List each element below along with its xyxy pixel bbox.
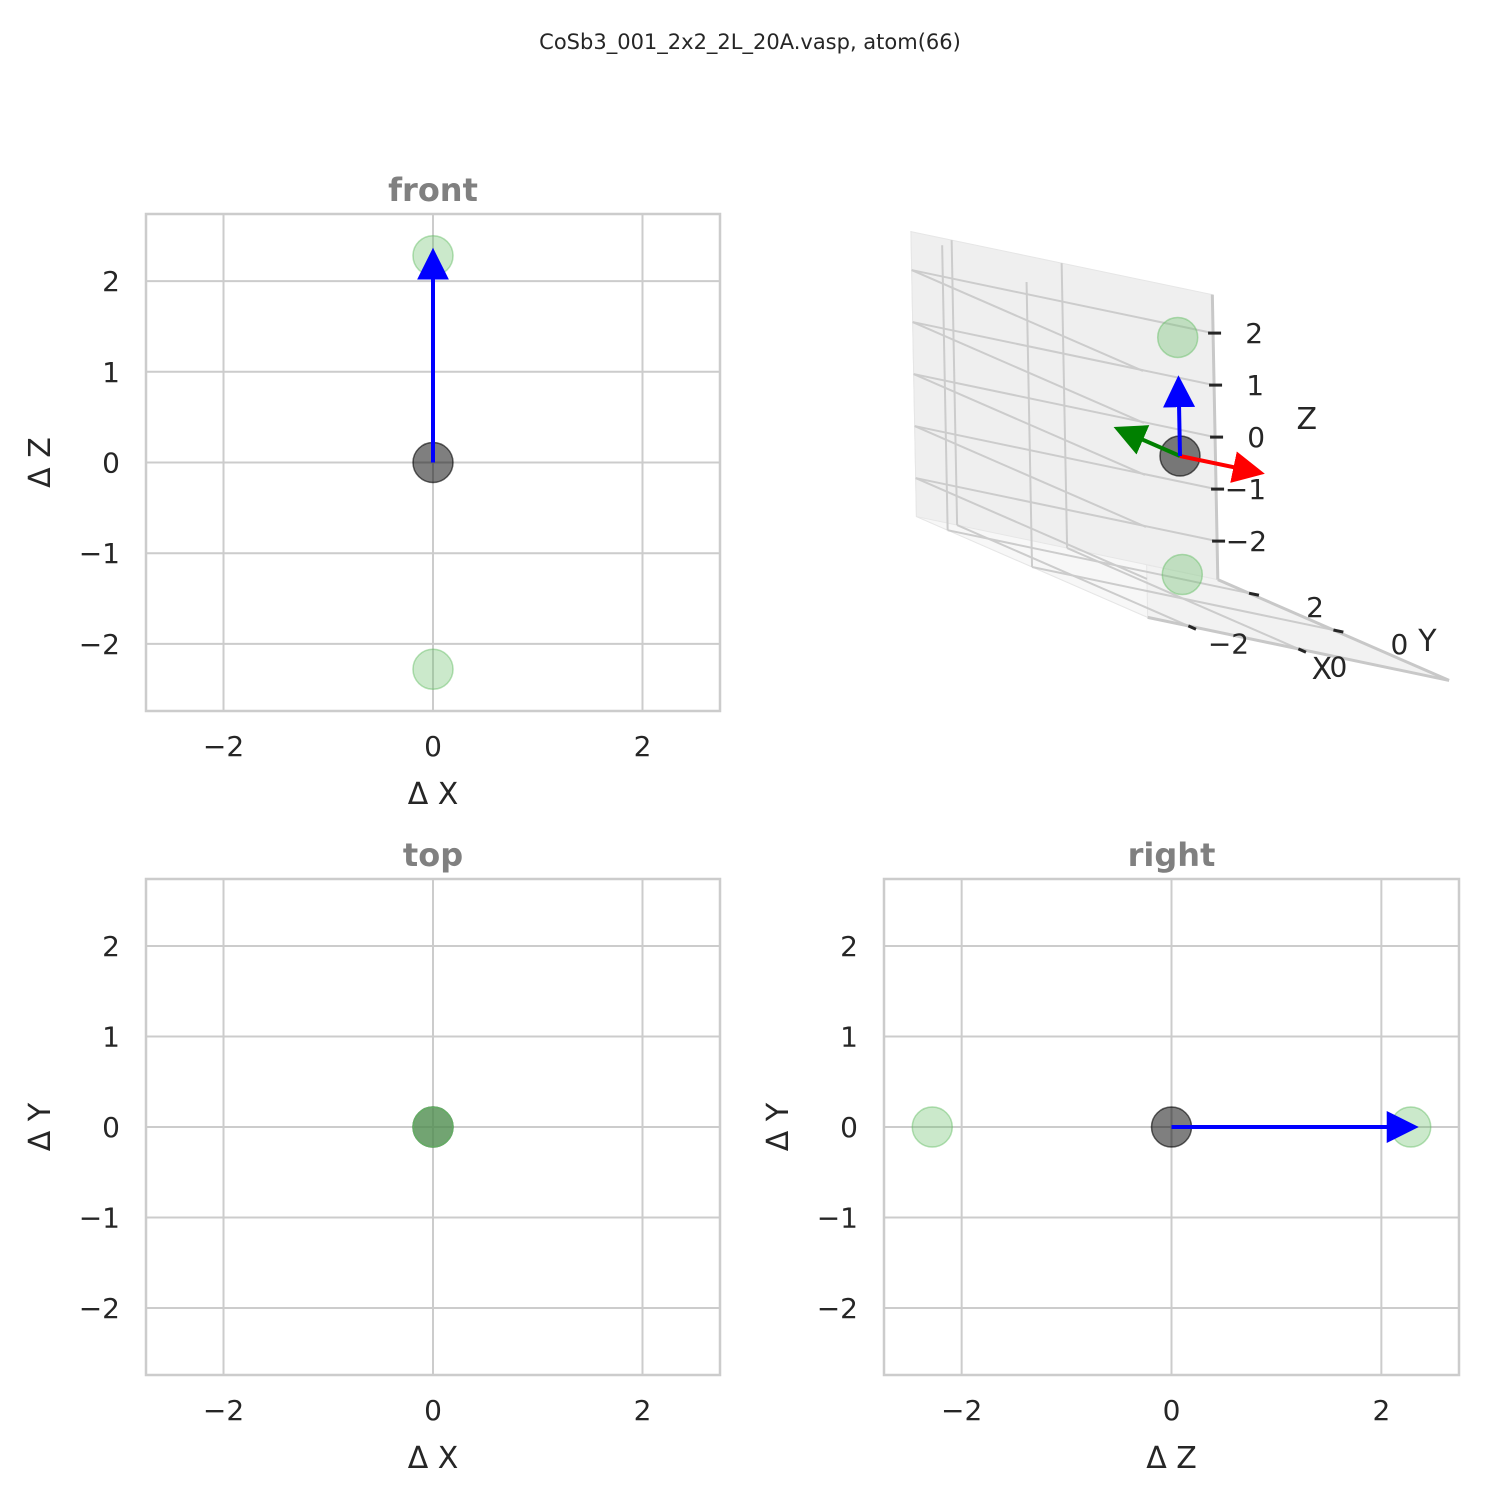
y-tick-label: −1 [79, 537, 120, 570]
x-axis-label: Δ X [408, 1441, 459, 1476]
x-tick-label: 2 [634, 1394, 652, 1427]
z-gridline [915, 477, 1148, 580]
y-tick-label: 2 [102, 265, 120, 298]
y-axis-label: Δ Y [761, 1102, 796, 1151]
neighbor-atom-point [412, 1106, 454, 1148]
z-tick-label: 1 [1246, 369, 1264, 402]
top-view-panel: −2 0 2 −2 −1 0 1 2 top Δ X Δ Y [23, 836, 722, 1476]
z-gridline [911, 269, 1214, 335]
z-gridline [915, 477, 1218, 543]
y-tick-label: 2 [102, 930, 120, 963]
x-tick-label: 0 [424, 730, 442, 763]
x-axis-arrow [1179, 451, 1265, 483]
y-tick-label: 2 [840, 930, 858, 963]
figure-suptitle: CoSb3_001_2x2_2L_20A.vasp, atom(66) [539, 30, 961, 55]
x-tick-label: 0 [1330, 650, 1348, 683]
y-tick-label: −2 [79, 628, 120, 661]
y-tick-label: −2 [79, 1292, 120, 1325]
axes-frame [144, 212, 722, 713]
y-tick-label: −2 [817, 1292, 858, 1325]
y-tick-label: 1 [102, 356, 120, 389]
x-axis-label: Δ Z [1146, 1441, 1197, 1476]
neighbor-atom-point [1161, 553, 1204, 596]
y-tick-label: −1 [79, 1202, 120, 1235]
neighbor-atom-point [1156, 316, 1199, 359]
x-tick-label: 2 [1372, 1394, 1390, 1427]
y-axis-label: Δ Z [23, 437, 58, 488]
y-tick-label: 2 [1306, 591, 1324, 624]
x-axis-line [1147, 615, 1450, 682]
z-gridline [914, 425, 1147, 528]
y-tick-label: 0 [102, 1111, 120, 1144]
y-tick-mark [1333, 628, 1344, 634]
z-gridline [913, 373, 1216, 439]
y-gridline [1031, 565, 1334, 631]
z-gridline [911, 269, 1144, 372]
z-gridline [912, 321, 1215, 387]
y-tick-label: 1 [840, 1020, 858, 1053]
panel-title: top [403, 836, 463, 874]
axes-frame [882, 877, 1461, 1377]
axes-frame [144, 877, 722, 1377]
y-axis-arrow [1113, 425, 1181, 458]
z-tick-label: −2 [1226, 525, 1267, 558]
x-tick-label: −2 [1208, 627, 1249, 660]
z-gridline [913, 373, 1146, 476]
x-tick-mark [1187, 624, 1197, 631]
y-axis-label: Y [1417, 624, 1437, 659]
neighbor-atom-point [911, 1106, 954, 1148]
x-axis-label: X [1312, 652, 1333, 687]
z-tick-label: 0 [1247, 421, 1265, 454]
y-tick-label: 0 [1391, 628, 1409, 661]
y-tick-label: 0 [840, 1111, 858, 1144]
neighbor-atom-point [412, 648, 454, 691]
x-tick-label: 0 [1163, 1394, 1181, 1427]
y-tick-label: 1 [102, 1020, 120, 1053]
z-tick-label: 2 [1245, 317, 1263, 350]
y-tick-label: −1 [817, 1202, 858, 1235]
front-view-panel: −2 0 2 −2 −1 0 1 2 front Δ X Δ Z [23, 171, 722, 812]
z-gridline [912, 321, 1145, 424]
y-gridline [947, 529, 1250, 595]
panel-title: right [1128, 836, 1216, 874]
z-tick-label: −1 [1225, 473, 1266, 506]
y-axis-label: Δ Y [23, 1102, 58, 1151]
z-axis-arrow [1163, 375, 1196, 457]
x-tick-label: −2 [203, 1394, 244, 1427]
z-gridline [914, 425, 1217, 491]
x-axis-label: Δ X [408, 777, 459, 812]
y-tick-mark [1248, 591, 1260, 597]
panel-title: front [388, 171, 478, 209]
right-view-panel: −2 0 2 −2 −1 0 1 2 right Δ Z Δ Y [761, 836, 1461, 1476]
z-axis-label: Z [1296, 402, 1317, 437]
x-tick-label: −2 [941, 1394, 982, 1427]
x-tick-label: 0 [424, 1394, 442, 1427]
y-tick-label: 0 [102, 447, 120, 480]
x-tick-label: 2 [634, 730, 652, 763]
x-tick-mark [1297, 647, 1307, 654]
x-tick-label: −2 [203, 730, 244, 763]
